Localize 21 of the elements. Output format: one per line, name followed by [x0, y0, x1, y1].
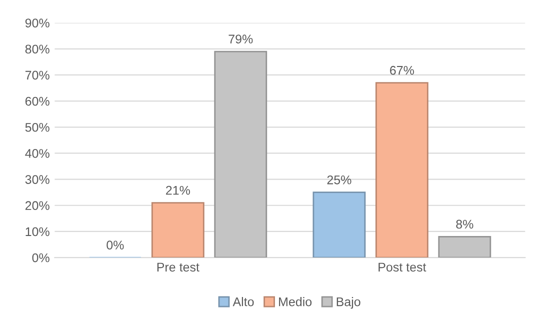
data-label: 21%: [166, 186, 190, 195]
data-label: 25%: [327, 175, 352, 184]
y-tick-label: 30%: [25, 175, 50, 184]
legend-label: Alto: [232, 297, 254, 306]
y-tick-label: 10%: [26, 227, 50, 236]
y-tick-label: 90%: [25, 18, 50, 28]
y-tick-label: 20%: [25, 201, 50, 210]
y-tick-label: 60%: [25, 96, 50, 106]
legend-label: Bajo: [336, 297, 360, 309]
data-label: 8%: [456, 220, 474, 229]
legend-label: Medio: [279, 297, 312, 306]
data-label: 79%: [228, 34, 253, 44]
y-tick-label: 70%: [25, 70, 50, 80]
x-tick-label: Post test: [378, 262, 426, 272]
data-label: 67%: [390, 66, 414, 75]
y-tick-label: 0%: [32, 253, 50, 262]
y-tick-label: 80%: [25, 44, 50, 54]
x-tick-label: Pre test: [157, 262, 200, 272]
y-tick-label: 50%: [25, 122, 50, 132]
data-label: 0%: [106, 240, 124, 250]
y-tick-label: 40%: [25, 149, 50, 158]
